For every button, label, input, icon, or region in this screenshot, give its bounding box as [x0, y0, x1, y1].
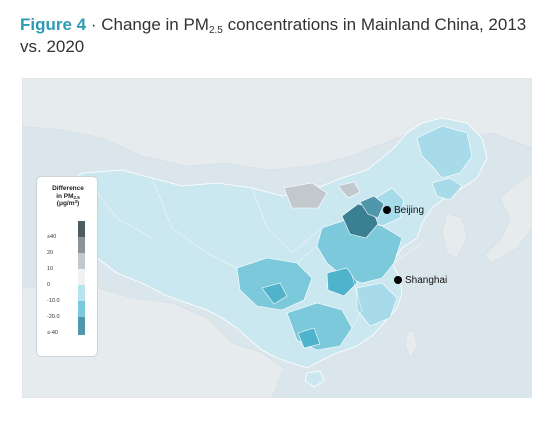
- legend-title-line2-sub: 2.5: [73, 194, 80, 200]
- figure-separator: ·: [86, 15, 102, 34]
- legend-tick: 0: [47, 282, 51, 288]
- legend-swatch-0: [78, 269, 85, 285]
- figure-label: Figure 4: [20, 15, 87, 34]
- legend-title-line3-sup: 3: [74, 199, 78, 204]
- region-strong-2: [261, 282, 288, 305]
- legend-tick: -10.0: [47, 298, 60, 304]
- region-east: [356, 282, 398, 327]
- legend-tick: -20.0: [47, 314, 60, 320]
- legend-title: Difference in PM2.5 (μg/m3): [37, 185, 99, 208]
- beijing-label: Beijing: [394, 205, 425, 216]
- legend-swatch-ge40: [78, 221, 85, 237]
- legend-title-line2: in PM2.5: [37, 193, 99, 201]
- map: Difference in PM2.5 (μg/m3) ≥40 20 10 0 …: [22, 78, 532, 398]
- figure-title-pre: Change in PM: [101, 15, 209, 34]
- land-taiwan: [404, 329, 418, 359]
- shanghai-marker: [394, 276, 402, 284]
- legend-title-line3: (μg/m3): [37, 199, 99, 208]
- figure-title-post: concentrations in Mainland China, 2013 v…: [20, 15, 527, 56]
- legend-tick: 10: [47, 266, 54, 272]
- legend-title-line2-pre: in PM: [56, 192, 74, 200]
- legend-swatch-10: [78, 253, 85, 269]
- region-strong-1: [326, 267, 358, 297]
- land-japan: [483, 172, 532, 264]
- legend-swatch-20: [78, 237, 85, 253]
- legend-title-line3-post: ): [77, 200, 80, 207]
- legend: Difference in PM2.5 (μg/m3) ≥40 20 10 0 …: [36, 176, 98, 357]
- shanghai-label: Shanghai: [405, 275, 448, 286]
- legend-swatch-le-neg40: [78, 317, 85, 335]
- map-svg: [22, 78, 532, 398]
- region-strong-3: [297, 327, 321, 349]
- legend-title-line3-pre: (μg/m: [56, 200, 75, 207]
- figure-title-subscript: 2.5: [208, 25, 223, 36]
- region-sichuan: [236, 257, 313, 311]
- legend-tick: ≥40: [47, 234, 57, 240]
- hainan: [304, 370, 325, 388]
- figure-title: Figure 4 · Change in PM2.5 concentration…: [20, 14, 545, 58]
- region-northeast: [416, 125, 473, 179]
- land-korea: [441, 212, 468, 259]
- region-increase-1: [283, 182, 328, 209]
- land-north: [22, 78, 532, 171]
- legend-title-line1: Difference: [52, 185, 84, 192]
- region-increase-2: [337, 181, 361, 199]
- legend-swatch-neg20: [78, 301, 85, 317]
- legend-tick: ≤-40: [47, 330, 58, 336]
- legend-tick: 20: [47, 250, 54, 256]
- beijing-marker: [383, 206, 391, 214]
- region-northeast-2: [431, 177, 463, 201]
- region-beijing-dark-2: [359, 195, 385, 219]
- legend-swatch-neg10: [78, 285, 85, 301]
